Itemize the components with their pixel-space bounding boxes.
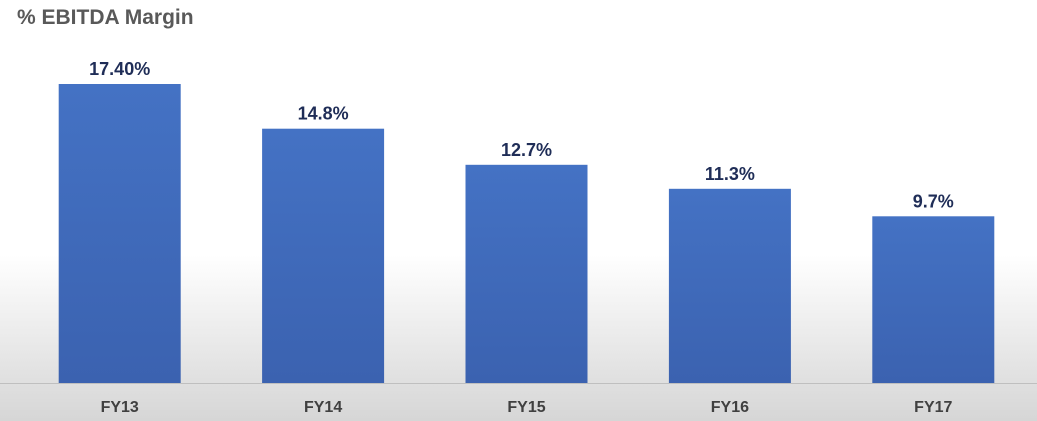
data-label-fy17: 9.7% [913,191,954,211]
data-label-fy14: 14.8% [298,104,349,124]
data-label-fy13: 17.40% [89,59,150,79]
bar-fy17 [872,216,995,383]
chart-title: % EBITDA Margin [17,6,194,29]
tick-label-fy17: FY17 [914,399,952,416]
data-label-fy15: 12.7% [501,140,552,160]
tick-label-fy16: FY16 [711,399,749,416]
tick-label-fy14: FY14 [304,399,342,416]
data-label-fy16: 11.3% [705,164,755,184]
labels-group: 17.40% FY13 14.8% FY14 12.7% FY15 11.3% FY16 9.7… [89,59,954,416]
bar-fy16 [668,188,791,383]
tick-label-fy13: FY13 [101,399,139,416]
bar-fy13 [58,84,181,383]
bar-fy14 [262,128,385,383]
tick-label-fy15: FY15 [507,399,545,416]
bar-fy15 [465,164,588,383]
bars-group [58,84,995,383]
